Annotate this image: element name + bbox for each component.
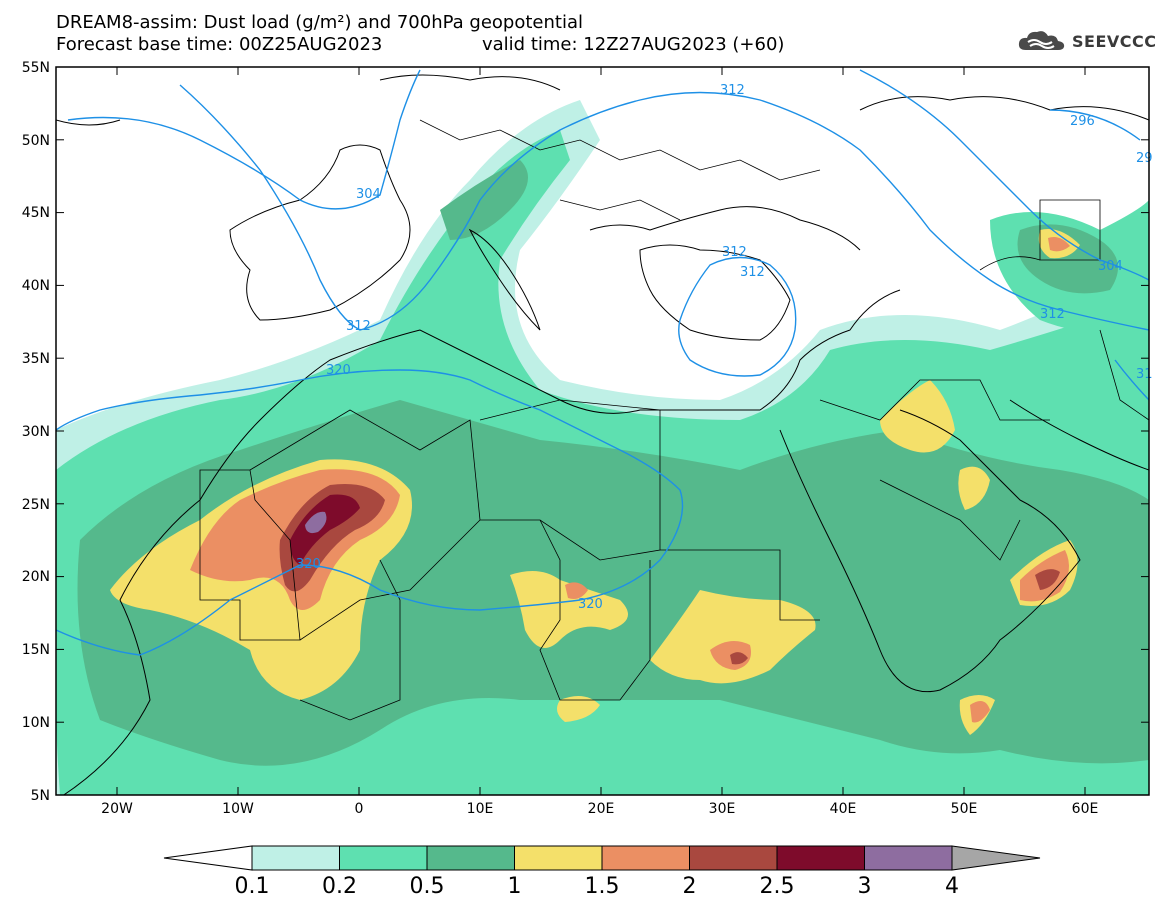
colorbar-swatch	[514, 845, 603, 871]
colorbar-over-triangle	[951, 845, 1041, 871]
colorbar-swatch	[864, 845, 953, 871]
colorbar: 0.1 0.2 0.5 1 1.5 2 2.5 3 4	[163, 845, 1041, 899]
contour-label: 312	[740, 265, 765, 280]
lat-label: 55N	[22, 60, 50, 76]
lat-label: 15N	[22, 642, 50, 658]
seevccc-logo: SEEVCCC	[1016, 28, 1157, 54]
logo-text: SEEVCCC	[1072, 31, 1157, 51]
lat-label: 20N	[22, 569, 50, 585]
colorbar-swatch	[776, 845, 865, 871]
coastlines	[56, 74, 1149, 795]
contour-label: 31	[1136, 367, 1153, 382]
colorbar-tick: 1	[508, 874, 522, 899]
lon-label: 50E	[951, 801, 978, 817]
dust-field	[56, 100, 1149, 795]
colorbar-tick: 1.5	[585, 874, 620, 899]
contour-label: 320	[326, 363, 351, 378]
contour-label: 296	[1070, 114, 1095, 129]
lat-label: 35N	[22, 351, 50, 367]
contour-label: 312	[346, 319, 371, 334]
colorbar-swatch	[601, 845, 690, 871]
cloud-icon	[1018, 31, 1065, 50]
colorbar-swatch	[689, 845, 778, 871]
lat-label: 10N	[22, 715, 50, 731]
contour-label: 312	[722, 245, 747, 260]
lat-label: 45N	[22, 205, 50, 221]
colorbar-tick: 3	[858, 874, 872, 899]
colorbar-tick: 0.1	[235, 874, 270, 899]
lon-label: 30E	[709, 801, 736, 817]
colorbar-swatch	[251, 845, 340, 871]
geopotential-contours	[56, 69, 1149, 656]
lon-label: 0	[355, 801, 364, 817]
lat-label: 50N	[22, 133, 50, 149]
lon-label: 10E	[467, 801, 494, 817]
colorbar-swatch	[339, 845, 428, 871]
latitude-axis: 55N 50N 45N 40N 35N 30N 25N 20N 15N 10N …	[22, 60, 1149, 804]
contour-label: 29	[1136, 151, 1153, 166]
country-borders	[199, 119, 1149, 721]
lon-label: 20W	[101, 801, 133, 817]
colorbar-tick: 0.5	[410, 874, 445, 899]
contour-label: 312	[720, 83, 745, 98]
contour-label: 304	[356, 187, 381, 202]
contour-label: 320	[296, 557, 321, 572]
colorbar-tick: 2	[683, 874, 697, 899]
contour-label: 304	[1098, 259, 1123, 274]
lon-label: 20E	[588, 801, 615, 817]
lat-label: 5N	[31, 788, 50, 804]
forecast-base-time: Forecast base time: 00Z25AUG2023	[56, 34, 383, 55]
lon-label: 10W	[222, 801, 254, 817]
colorbar-under-triangle	[163, 845, 253, 871]
lat-label: 40N	[22, 278, 50, 294]
lat-label: 25N	[22, 497, 50, 513]
contour-labels: 312 304 296 29 312 312 304 312 320 320 3…	[296, 83, 1153, 612]
contour-label: 312	[1040, 307, 1065, 322]
map-title: DREAM8-assim: Dust load (g/m²) and 700hP…	[56, 12, 583, 33]
colorbar-tick: 4	[945, 874, 959, 899]
colorbar-tick: 2.5	[760, 874, 795, 899]
contour-label: 320	[578, 597, 603, 612]
lat-label: 30N	[22, 424, 50, 440]
lon-label: 40E	[830, 801, 857, 817]
lon-label: 60E	[1072, 801, 1099, 817]
colorbar-tick: 0.2	[322, 874, 357, 899]
longitude-axis: 20W 10W 0 10E 20E 30E 40E 50E 60E	[101, 67, 1098, 817]
valid-time: valid time: 12Z27AUG2023 (+60)	[482, 34, 785, 55]
colorbar-swatch	[426, 845, 515, 871]
